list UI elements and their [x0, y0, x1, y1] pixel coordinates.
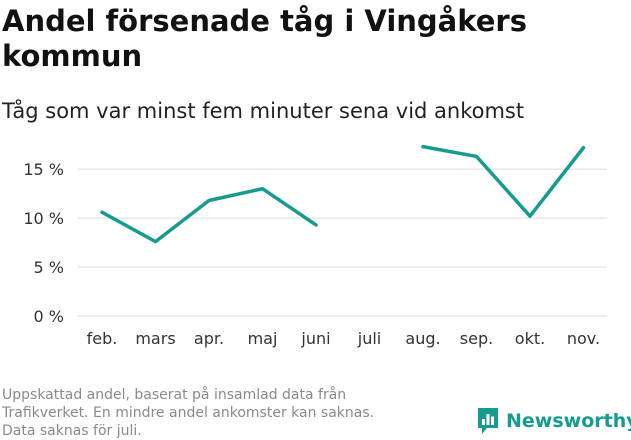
x-tick-label: aug. [405, 329, 440, 348]
x-tick-label: juli [357, 329, 381, 348]
x-tick-label: apr. [194, 329, 224, 348]
chart-subtitle: Tåg som var minst fem minuter sena vid a… [2, 99, 525, 123]
x-tick-label: feb. [87, 329, 118, 348]
y-tick-label: 0 % [34, 307, 64, 326]
y-tick-label: 15 % [23, 160, 64, 179]
series-lines [100, 144, 586, 244]
footnote-line: Uppskattad andel, baserat på insamlad da… [2, 387, 347, 403]
x-axis-ticks: feb. mars apr. maj juni juli aug. sep. okt. nov. [87, 329, 600, 348]
footnote-line: Trafikverket. En mindre andel ankomster … [2, 405, 375, 421]
y-tick-label: 5 % [34, 258, 64, 277]
series-line-segment [421, 144, 586, 218]
chart-title: Andel försenade tåg i Vingåkers kommun [2, 4, 527, 73]
x-tick-label: nov. [567, 329, 600, 348]
x-tick-label: okt. [515, 329, 545, 348]
y-axis-ticks: 0 % 5 % 10 % 15 % [23, 160, 64, 326]
gridlines [78, 168, 607, 317]
x-tick-label: sep. [460, 329, 493, 348]
newsworthy-logo: Newsworthy [476, 406, 631, 436]
series-line-segment [100, 186, 318, 244]
y-tick-label: 10 % [23, 209, 64, 228]
brand-name: Newsworthy [506, 410, 631, 432]
footnote-line: Data saknas för juli. [2, 423, 142, 439]
footnote: Uppskattad andel, baserat på insamlad da… [2, 386, 442, 440]
x-tick-label: juni [300, 329, 330, 348]
bar-chart-icon [478, 408, 498, 434]
line-chart: 0 % 5 % 10 % 15 % feb. mars apr. maj juni juli au… [23, 144, 607, 348]
x-tick-label: maj [248, 329, 278, 348]
x-tick-label: mars [135, 329, 175, 348]
